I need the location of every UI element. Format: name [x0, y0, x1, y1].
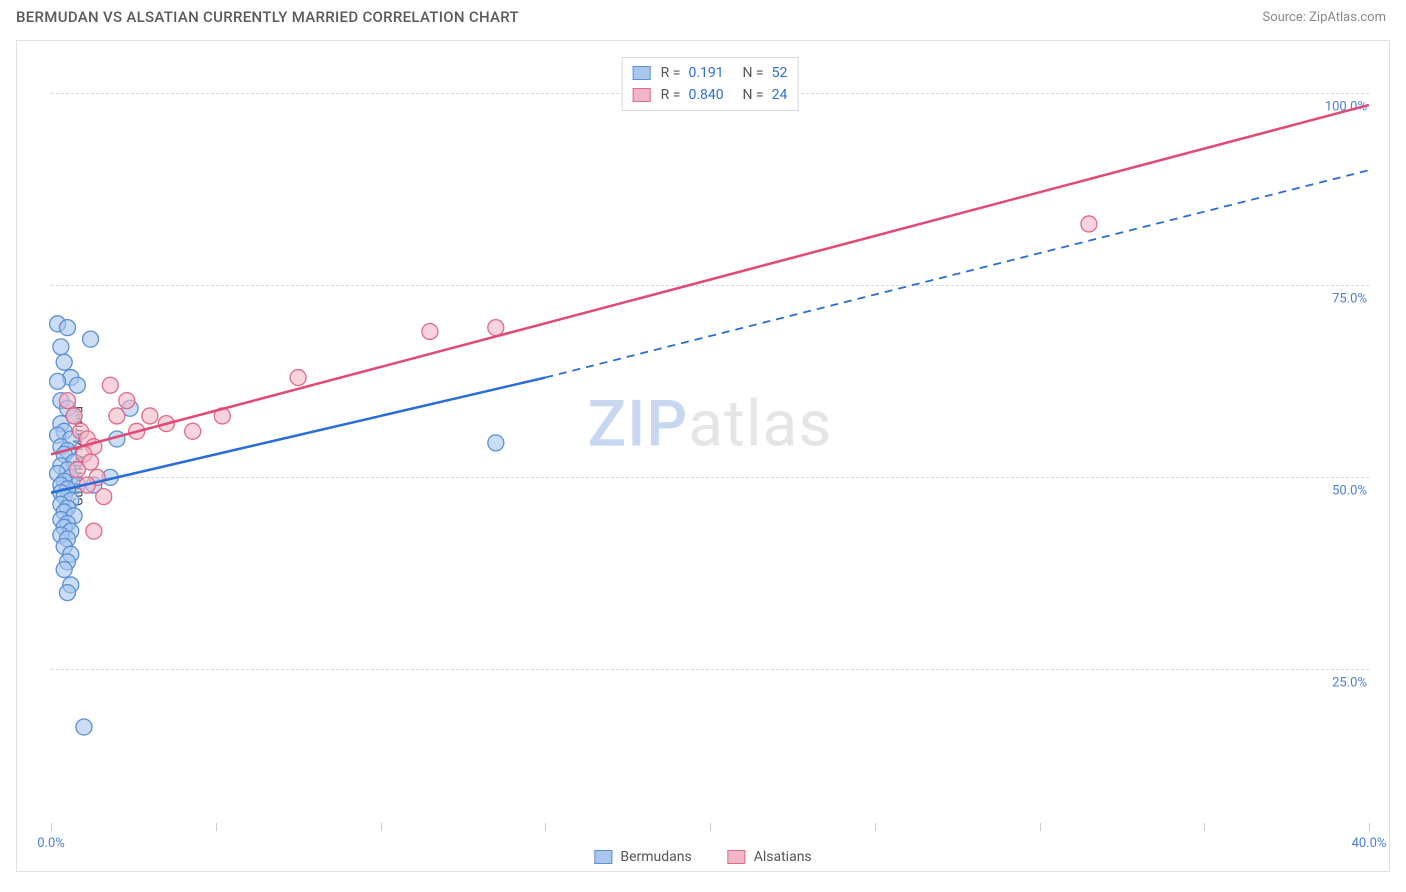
legend-bottom: Bermudans Alsatians — [594, 849, 811, 865]
stat-n-label: N = — [742, 62, 763, 84]
data-point — [142, 408, 158, 424]
chart-header: BERMUDAN VS ALSATIAN CURRENTLY MARRIED C… — [0, 0, 1406, 34]
x-tick — [1040, 823, 1041, 831]
data-point — [185, 423, 201, 439]
stats-row-alsatians: R = 0.840 N = 24 — [633, 84, 788, 106]
stat-r-label: R = — [661, 62, 681, 84]
x-tick — [1369, 823, 1370, 831]
data-point — [53, 339, 69, 355]
data-point — [96, 489, 112, 505]
x-tick — [381, 823, 382, 831]
legend-swatch-alsatians — [728, 850, 746, 864]
x-tick — [1204, 823, 1205, 831]
data-point — [59, 585, 75, 601]
stat-n-value-alsatians: 24 — [772, 84, 788, 106]
data-point — [488, 435, 504, 451]
data-point — [119, 393, 135, 409]
data-point — [56, 562, 72, 578]
x-tick — [875, 823, 876, 831]
stats-legend-box: R = 0.191 N = 52 R = 0.840 N = 24 — [622, 57, 799, 111]
data-point — [83, 331, 99, 347]
chart-title: BERMUDAN VS ALSATIAN CURRENTLY MARRIED C… — [16, 8, 519, 26]
regression-line — [51, 105, 1369, 454]
data-point — [76, 719, 92, 735]
stat-n-value-bermudans: 52 — [772, 62, 788, 84]
data-point — [66, 408, 82, 424]
legend-item-alsatians: Alsatians — [728, 849, 812, 865]
data-point — [86, 523, 102, 539]
x-tick-label: 40.0% — [1352, 836, 1387, 851]
regression-line-dashed — [545, 170, 1369, 377]
plot-area: 25.0%50.0%75.0%100.0% ZIPatlas R = 0.191… — [51, 55, 1369, 823]
x-tick-label: 0.0% — [37, 836, 65, 851]
x-tick — [216, 823, 217, 831]
data-point — [102, 377, 118, 393]
data-point — [69, 462, 85, 478]
data-point — [109, 408, 125, 424]
stat-r-value-bermudans: 0.191 — [688, 62, 732, 84]
stats-row-bermudans: R = 0.191 N = 52 — [633, 62, 788, 84]
swatch-alsatians — [633, 88, 651, 102]
data-point — [59, 320, 75, 336]
data-point — [69, 377, 85, 393]
data-point — [59, 393, 75, 409]
swatch-bermudans — [633, 66, 651, 80]
stat-r-label: R = — [661, 84, 681, 106]
x-tick — [51, 823, 52, 831]
chart-container: Currently Married 25.0%50.0%75.0%100.0% … — [16, 40, 1390, 872]
stat-n-label: N = — [742, 84, 763, 106]
data-point — [50, 373, 66, 389]
legend-item-bermudans: Bermudans — [594, 849, 691, 865]
legend-swatch-bermudans — [594, 850, 612, 864]
data-point — [290, 370, 306, 386]
x-tick — [545, 823, 546, 831]
stat-r-value-alsatians: 0.840 — [688, 84, 732, 106]
plot-svg — [51, 55, 1369, 823]
x-tick — [710, 823, 711, 831]
legend-label-alsatians: Alsatians — [754, 849, 812, 865]
data-point — [56, 354, 72, 370]
data-point — [488, 320, 504, 336]
data-point — [1081, 216, 1097, 232]
legend-label-bermudans: Bermudans — [620, 849, 691, 865]
data-point — [422, 323, 438, 339]
chart-source: Source: ZipAtlas.com — [1262, 10, 1386, 25]
